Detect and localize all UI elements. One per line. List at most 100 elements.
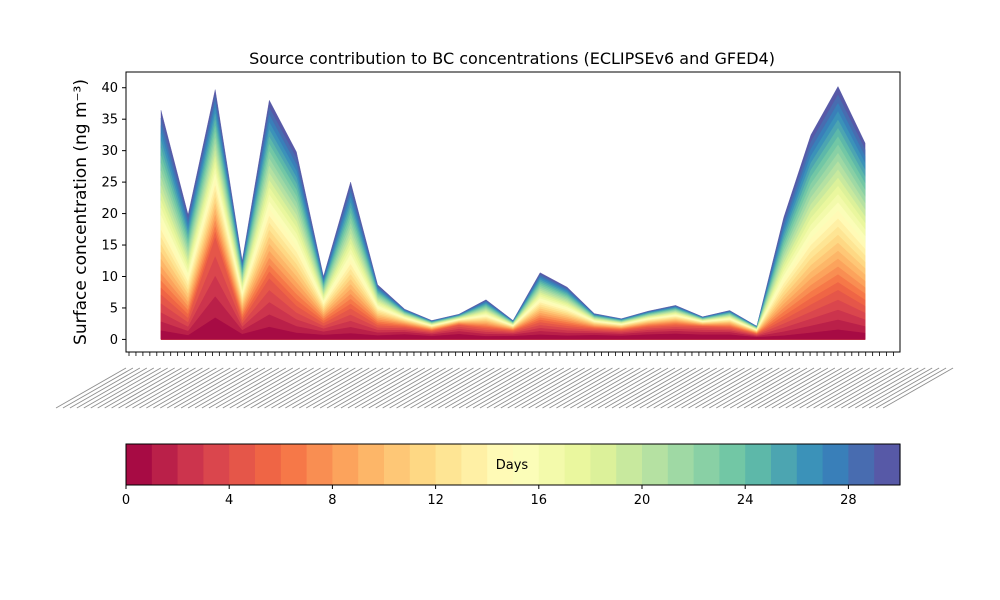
x-tick-label-stroke [688,367,759,409]
x-tick-label-stroke [319,367,391,409]
x-tick-label-stroke [139,367,210,409]
x-tick-label-stroke [868,367,940,409]
colorbar-cell [306,444,333,485]
x-tick-label-stroke [438,367,509,409]
colorbar-tick-label: 16 [531,493,548,508]
x-tick-label-stroke [125,367,196,409]
colorbar-tick-label: 20 [634,493,651,508]
x-tick-label-stroke [403,367,474,409]
x-tick-label-stroke [326,367,398,409]
colorbar-cell [280,444,308,485]
x-tick-label-stroke [62,367,134,409]
x-tick-label-stroke [855,367,926,409]
x-tick-label-stroke [861,367,933,409]
x-tick-label-stroke [493,367,565,409]
colorbar-cell [435,444,462,485]
colorbar-cell [667,444,695,485]
x-tick-label-stroke [570,367,641,409]
x-tick-label-stroke [229,367,300,409]
x-tick-label-stroke [389,367,460,409]
x-tick-label-stroke [486,367,558,409]
x-tick-label-stroke [180,367,252,409]
y-tick-label: 40 [101,81,118,96]
x-tick-label-stroke [785,367,856,409]
x-tick-label-stroke [382,367,453,409]
x-tick-label-stroke [646,367,717,409]
x-tick-label-stroke [577,367,648,409]
x-tick-label-stroke [90,367,161,409]
x-tick-label-stroke [299,367,370,409]
x-tick-label-stroke [97,367,168,409]
colorbar-cell [461,444,488,485]
x-tick-label-stroke [597,367,669,409]
x-tick-label-stroke [757,367,829,409]
x-tick-label-stroke [431,367,502,409]
x-tick-label-stroke [160,367,231,409]
x-tick-label-stroke [396,367,467,409]
x-tick-labels-overlap [55,367,954,409]
x-tick-label-stroke [479,367,551,409]
x-tick-label-stroke [813,367,884,409]
colorbar-cell [332,444,359,485]
axes-frame [125,71,901,353]
plot-area: 0 5 10 15 20 25 30 35 40 [55,71,954,409]
x-tick-label-stroke [806,367,877,409]
x-tick-label-stroke [417,367,488,409]
x-axis-ticks [128,352,894,356]
x-tick-label-stroke [722,367,794,409]
x-tick-label-stroke [278,367,349,409]
x-tick-label-stroke [799,367,870,409]
x-tick-label-stroke [729,367,801,409]
x-tick-label-stroke [146,367,217,409]
x-tick-label-stroke [166,367,238,409]
colorbar-cell [358,444,385,485]
x-tick-label-stroke [764,367,836,409]
x-tick-label-stroke [681,367,752,409]
colorbar-cell [693,444,720,485]
x-tick-label-stroke [132,367,203,409]
x-tick-label-stroke [173,367,245,409]
y-tick-label: 35 [101,113,118,128]
colorbar-cell [822,444,849,485]
x-tick-label-stroke [201,367,273,409]
x-tick-label-stroke [653,367,724,409]
y-axis-ticks: 0 5 10 15 20 25 30 35 40 [101,81,126,348]
colorbar-cells [126,444,901,485]
x-tick-label-stroke [451,367,523,409]
x-tick-label-stroke [465,367,537,409]
x-tick-label-stroke [243,367,314,409]
x-tick-label-stroke [257,367,328,409]
x-tick-label-stroke [792,367,863,409]
y-tick-label: 0 [110,333,118,348]
x-tick-label-stroke [848,367,919,409]
x-tick-label-stroke [528,367,599,409]
x-axis-tick-labels [55,367,954,409]
x-tick-label-stroke [111,367,182,409]
x-tick-label-stroke [632,367,704,409]
colorbar-cell [538,444,566,485]
x-tick-label-stroke [590,367,662,409]
x-tick-label-stroke [222,367,294,409]
colorbar-tick-label: 12 [427,493,444,508]
x-tick-label-stroke [674,367,745,409]
x-tick-label-stroke [743,367,815,409]
y-tick-label: 15 [101,239,118,254]
colorbar-ticks: 0 4 8 12 16 20 24 28 [122,485,857,508]
x-tick-label-stroke [841,367,912,409]
x-tick-label-stroke [76,367,148,409]
x-tick-label-stroke [875,367,947,409]
x-tick-label-stroke [208,367,280,409]
x-tick-label-stroke [194,367,266,409]
colorbar-frame [125,443,901,486]
x-tick-label-stroke [514,367,585,409]
x-tick-label-stroke [778,367,850,409]
x-tick-label-stroke [375,367,446,409]
x-tick-label-stroke [187,367,259,409]
x-tick-label-stroke [750,367,822,409]
colorbar-cell [642,444,669,485]
x-tick-label-stroke [347,367,419,409]
x-tick-label-stroke [500,367,572,409]
x-tick-label-stroke [834,367,905,409]
x-tick-label-stroke [639,367,711,409]
x-tick-label-stroke [250,367,321,409]
